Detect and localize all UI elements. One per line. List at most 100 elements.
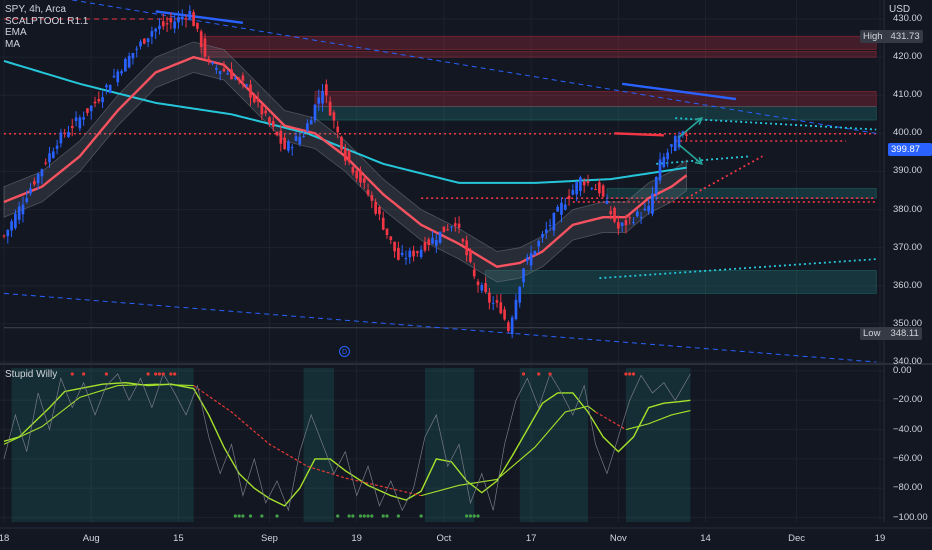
projection-arrows: [678, 117, 704, 165]
candle-body: [567, 195, 571, 200]
candle-body: [541, 234, 544, 238]
oscillator-zone: [303, 368, 334, 522]
price-tick-label: 360.00: [893, 279, 923, 291]
price-zones: [200, 35, 877, 294]
candle-body: [685, 134, 688, 136]
candle-body: [374, 202, 377, 214]
candle-body: [165, 23, 169, 25]
candle-body: [601, 185, 605, 197]
candle-body: [131, 52, 135, 59]
oscillator-marker-top: [70, 372, 74, 376]
candle-body: [654, 176, 658, 194]
candle-body: [556, 206, 559, 212]
candle-body: [86, 108, 89, 113]
candle-body: [381, 217, 385, 230]
candle-body: [355, 170, 359, 179]
candle-body: [298, 136, 302, 145]
candle-body: [294, 136, 298, 141]
oscillator-tick-label: −100.00: [893, 511, 928, 523]
indicator-ma[interactable]: MA: [5, 38, 20, 50]
candle-body: [67, 131, 70, 137]
oscillator-zone: [11, 368, 194, 522]
candle-body: [188, 10, 192, 20]
candle-body: [97, 98, 101, 102]
trendline: [621, 82, 737, 101]
price-tick-label: 370.00: [893, 241, 923, 253]
price-zone: [314, 106, 877, 121]
candle-body: [226, 73, 230, 75]
symbol-title[interactable]: SPY, 4h, Arca: [5, 4, 66, 15]
oscillator-marker-bottom: [366, 514, 370, 518]
oscillator-title[interactable]: Stupid Willy: [5, 369, 58, 380]
candle-body: [385, 228, 389, 236]
candle-body: [82, 117, 85, 120]
price-tick-label: 430.00: [893, 13, 923, 25]
price-zone: [314, 91, 877, 107]
candle-body: [389, 236, 393, 241]
candle-body: [93, 101, 97, 104]
candle-body: [177, 17, 180, 23]
time-tick-label: Dec: [788, 533, 806, 544]
candle-body: [647, 205, 651, 212]
time-tick-label: 17: [525, 533, 537, 544]
candle-body: [146, 38, 150, 42]
candle-body: [112, 75, 116, 78]
candle-body: [673, 136, 677, 152]
candle-body: [290, 147, 294, 149]
oscillator-marker-top: [169, 372, 173, 376]
oscillator-tick-label: −60.00: [893, 452, 923, 464]
candle-body: [222, 68, 226, 72]
oscillator-marker-top: [628, 372, 632, 376]
candle-body: [366, 190, 370, 195]
low-label: Low: [863, 328, 881, 339]
candle-body: [582, 181, 586, 186]
oscillator-zone: [625, 368, 691, 522]
arrow-head: [694, 117, 704, 125]
candle-body: [10, 221, 13, 231]
candle-body: [571, 190, 575, 195]
dividend-marker[interactable]: D: [339, 346, 350, 357]
candle-body: [404, 258, 408, 260]
oscillator-marker-bottom: [336, 514, 340, 518]
trendline: [72, 0, 877, 134]
candle-body: [268, 117, 271, 124]
candle-body: [283, 137, 286, 150]
candle-body: [450, 226, 453, 228]
candle-body: [139, 41, 142, 47]
oscillator-line: [3, 373, 691, 512]
price-tick-label: 380.00: [893, 203, 923, 215]
oscillator-marker-bottom: [370, 514, 374, 518]
candle-body: [632, 222, 635, 224]
candle-body: [169, 17, 173, 23]
oscillator-marker-bottom: [351, 514, 355, 518]
currency-label[interactable]: USD: [889, 4, 911, 15]
candle-body: [17, 206, 21, 220]
candle-body: [378, 207, 381, 215]
candle-body: [552, 213, 556, 231]
candle-body: [457, 223, 461, 228]
candle-body: [150, 31, 154, 37]
oscillator-tick-label: 0.00: [893, 364, 912, 376]
oscillator-marker-bottom: [358, 514, 363, 518]
oscillator-zone: [519, 368, 588, 522]
price-zone: [200, 35, 877, 50]
candle-body: [105, 85, 108, 88]
trendline: [675, 117, 877, 131]
candle-body: [525, 257, 529, 261]
price-zone: [485, 270, 877, 294]
indicator-scalptool[interactable]: SCALPTOOL R1.1: [5, 15, 89, 27]
oscillator-tick-label: −20.00: [893, 394, 923, 406]
candle-body: [218, 71, 222, 75]
high-price-tag: High 431.73: [860, 30, 923, 43]
candle-body: [287, 141, 290, 151]
price-tick-label: 400.00: [893, 127, 923, 139]
candle-body: [249, 84, 252, 98]
candle-body: [620, 222, 624, 227]
oscillator-marker-bottom: [472, 514, 476, 518]
candle-body: [48, 153, 51, 163]
indicator-ema[interactable]: EMA: [5, 27, 27, 38]
arrow-head: [694, 157, 704, 165]
candle-body: [44, 162, 48, 164]
oscillator-marker-bottom: [396, 514, 400, 518]
